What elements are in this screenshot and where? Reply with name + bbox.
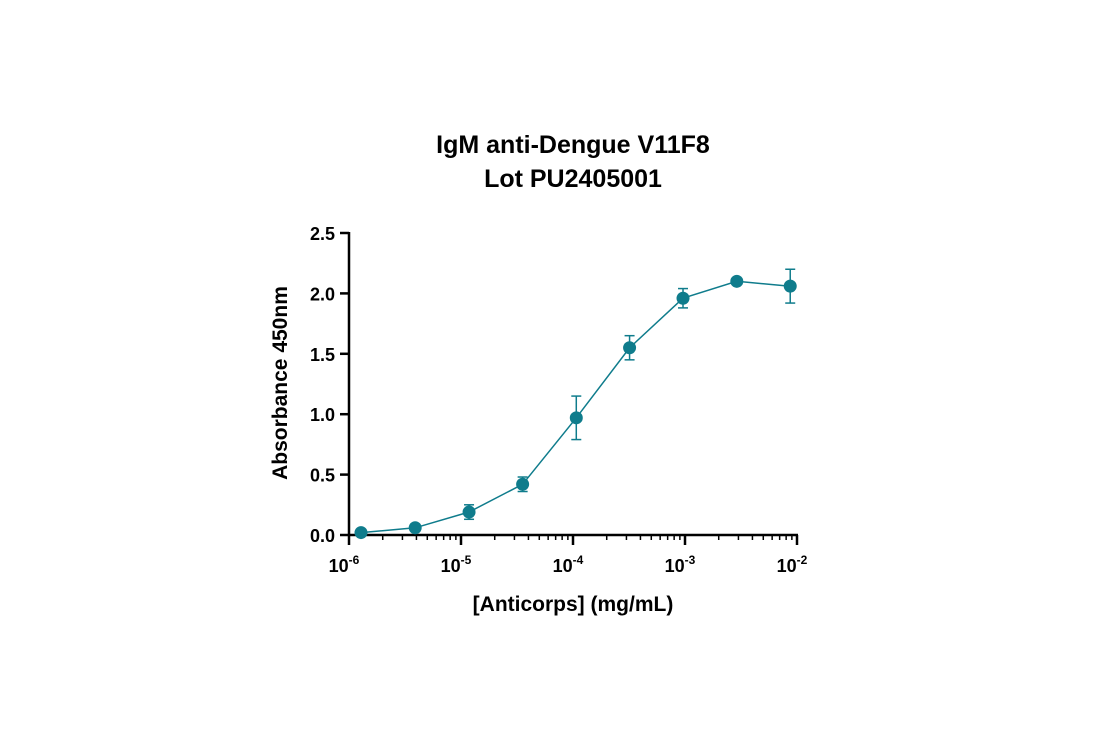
chart-title: IgM anti-Dengue V11F8 xyxy=(436,131,710,159)
y-tick-label: 1.0 xyxy=(310,405,335,425)
data-series xyxy=(354,268,797,540)
axes xyxy=(347,232,798,537)
x-tick-label: 10-5 xyxy=(441,553,472,576)
data-point xyxy=(569,411,583,425)
x-axis-label: [Anticorps] (mg/mL) xyxy=(473,593,674,616)
x-tick-label: 10-3 xyxy=(665,553,696,576)
y-tick-label: 2.5 xyxy=(310,224,335,244)
data-point xyxy=(676,291,690,305)
y-tick-label: 0.0 xyxy=(310,526,335,546)
data-point xyxy=(516,477,530,491)
data-point xyxy=(408,521,422,535)
y-tick-label: 1.5 xyxy=(310,345,335,365)
x-tick-label: 10-4 xyxy=(553,553,584,576)
x-axis-ticks: 10-6 10-5 10-4 10-3 10-2 xyxy=(329,535,808,576)
data-point xyxy=(462,505,476,519)
data-point xyxy=(354,526,368,540)
y-tick-label: 0.5 xyxy=(310,466,335,486)
x-tick-label: 10-2 xyxy=(777,553,808,576)
data-point xyxy=(623,341,637,355)
x-tick-label: 10-6 xyxy=(329,553,360,576)
data-point xyxy=(730,274,744,288)
y-axis-ticks: 0.0 0.5 1.0 1.5 2.0 2.5 xyxy=(310,224,349,546)
y-tick-label: 2.0 xyxy=(310,284,335,304)
y-axis-label: Absorbance 450nm xyxy=(269,286,292,480)
chart-subtitle: Lot PU2405001 xyxy=(484,165,662,193)
data-point xyxy=(783,279,797,293)
